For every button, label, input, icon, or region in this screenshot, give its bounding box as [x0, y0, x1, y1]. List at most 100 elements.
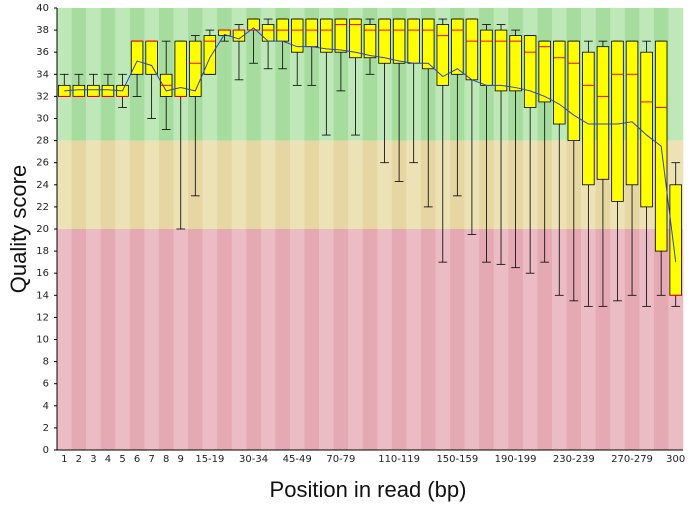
background-stripe [202, 140, 218, 229]
background-stripe [406, 229, 422, 450]
box [465, 18, 479, 81]
background-stripe [202, 229, 218, 450]
box [363, 24, 377, 59]
background-stripe [581, 229, 596, 450]
background-stripe [260, 229, 276, 450]
x-tick-label: 3 [90, 454, 96, 465]
background-stripe [508, 229, 524, 450]
box [596, 46, 610, 180]
x-tick-label: 15-19 [195, 454, 224, 465]
background-stripe [319, 229, 334, 450]
background-stripe [246, 8, 262, 141]
background-stripe [100, 229, 116, 450]
box [523, 35, 537, 108]
background-stripe [231, 229, 247, 450]
y-tick-label: 34 [36, 69, 49, 80]
background-stripe [115, 140, 131, 229]
y-tick-label: 28 [36, 136, 49, 147]
x-tick-label: 150-159 [436, 454, 478, 465]
x-axis-title: Position in read (bp) [270, 477, 467, 502]
x-tick-label: 9 [178, 454, 184, 465]
box [203, 35, 217, 75]
y-tick-label: 4 [43, 401, 49, 412]
x-tick-label: 70-79 [326, 454, 355, 465]
background-stripe [464, 229, 480, 450]
y-tick-label: 12 [36, 312, 49, 323]
box [145, 40, 158, 75]
background-stripe [144, 140, 160, 229]
background-stripe [158, 229, 174, 450]
background-stripe [260, 140, 276, 229]
x-tick-label: 6 [134, 454, 140, 465]
x-tick-label: 2 [76, 454, 82, 465]
background-stripe [362, 229, 378, 450]
background-stripe [129, 140, 145, 229]
background-stripe [86, 140, 101, 229]
background-stripe [217, 229, 232, 450]
box [261, 24, 275, 42]
mean-line [64, 27, 677, 263]
background-stripe [391, 140, 407, 229]
background-stripe [493, 229, 509, 450]
background-stripe [377, 229, 393, 450]
x-tick-label: 190-199 [495, 454, 537, 465]
background-stripe [275, 229, 291, 450]
x-tick-label: 1 [61, 454, 67, 465]
x-tick-label: 30-34 [239, 454, 268, 465]
box [334, 18, 348, 53]
y-tick-label: 18 [36, 246, 49, 257]
background-stripe [158, 140, 174, 229]
background-stripe [71, 140, 87, 229]
background-stripe [173, 229, 189, 450]
y-tick-label: 40 [36, 3, 49, 14]
y-tick-label: 2 [43, 423, 49, 434]
box [407, 18, 420, 64]
background-stripe [188, 229, 203, 450]
background-stripe [100, 140, 116, 229]
background-stripe [231, 140, 247, 229]
background-stripe [57, 140, 72, 229]
background-stripe [537, 229, 553, 450]
y-tick-label: 8 [43, 357, 49, 368]
background-stripe [348, 229, 364, 450]
background-stripe [246, 140, 262, 229]
background-stripe [333, 140, 349, 229]
x-tick-label: 8 [163, 454, 169, 465]
box [436, 24, 450, 86]
box [392, 18, 406, 64]
y-axis-title: Quality score [6, 165, 31, 293]
y-tick-label: 26 [36, 158, 49, 169]
box [625, 40, 639, 186]
background-stripe [319, 140, 334, 229]
background-stripe [333, 229, 349, 450]
box [640, 51, 653, 208]
background-stripe [129, 229, 145, 450]
x-tick-label: 270-279 [611, 454, 653, 465]
x-tick-label: 230-239 [553, 454, 595, 465]
box [494, 29, 508, 92]
background-stripe [479, 229, 495, 450]
box [72, 84, 86, 97]
background-stripe [362, 140, 378, 229]
x-tick-label: 4 [105, 454, 111, 465]
box [480, 29, 493, 86]
box [538, 40, 551, 103]
background-stripe [435, 229, 451, 450]
background-stripe [304, 229, 320, 450]
y-tick-label: 24 [36, 180, 49, 191]
background-stripe [57, 229, 72, 450]
box [101, 84, 115, 97]
background-stripe [289, 140, 305, 229]
box [567, 40, 581, 141]
box [290, 18, 304, 53]
background-stripe [595, 229, 611, 450]
background-stripe [217, 140, 232, 229]
y-tick-label: 10 [36, 335, 49, 346]
box [553, 40, 566, 125]
box [87, 84, 100, 97]
y-tick-label: 0 [43, 445, 49, 456]
background-stripe [348, 140, 364, 229]
x-tick-label: 300 [666, 454, 685, 465]
background-stripe [115, 229, 131, 450]
